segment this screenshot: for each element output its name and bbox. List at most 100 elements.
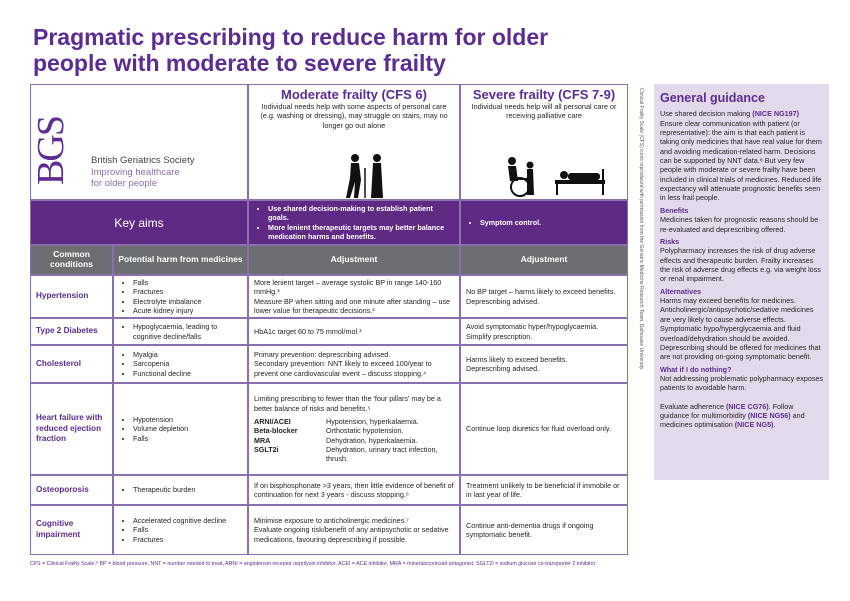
harm: Volume depletion xyxy=(133,424,242,433)
harm-list: MyalgiaSarcopeniaFunctional decline xyxy=(119,350,242,378)
side-note: Clinical Frailty Scale (CFS) icons repro… xyxy=(638,88,644,371)
harm: Myalgia xyxy=(133,350,242,359)
guidance-text: and medicines optimisation xyxy=(660,411,805,430)
severe-adjustment: Simplify prescription. xyxy=(466,331,533,341)
guidance-section-text: Medicines taken for prognostic reasons s… xyxy=(660,215,819,234)
moderate-adjustment-cell: HbA1c target 60 to 75 mmol/mol.³ xyxy=(248,318,460,345)
condition-cell: Type 2 Diabetes xyxy=(30,318,113,345)
moderate-adjustment: Primary prevention: deprescribing advise… xyxy=(254,349,391,359)
severe-adjustment: Avoid symptomatic hyper/hypoglycaemia. xyxy=(466,322,599,332)
condition: Osteoporosis xyxy=(36,484,89,494)
moderate-header: Moderate frailty (CFS 6) Individual needs… xyxy=(248,84,460,200)
column-header: Adjustment xyxy=(460,245,628,275)
drug-name: ARNI/ACEI xyxy=(254,416,291,426)
condition-cell: Heart failure with reduced ejection frac… xyxy=(30,383,113,475)
guidance-section-text: Polypharmacy increases the risk of drug … xyxy=(660,246,821,284)
frailty-description: Individual needs help will all personal … xyxy=(471,102,617,121)
harm: Hypotension xyxy=(133,415,242,424)
harm: Falls xyxy=(133,434,242,443)
guidance-text: . xyxy=(773,420,776,430)
drug-effect: Orthostatic hypotension. xyxy=(326,426,404,436)
harm-list: Hypoglycaemia, leading to cognitive decl… xyxy=(119,322,242,341)
drug-row: SGLT2i Dehydration, urinary tract infecti… xyxy=(254,445,454,464)
key-aim: Symptom control. xyxy=(480,218,622,227)
key-aim: More lenient therapeutic targets may bet… xyxy=(268,223,454,242)
harm: Acute kidney injury xyxy=(133,306,242,315)
harm: Therapeutic burden xyxy=(133,485,242,494)
harm-cell: HypotensionVolume depletionFalls xyxy=(113,383,248,475)
condition-cell: Osteoporosis xyxy=(30,475,113,505)
drug-effect: Hypotension, hyperkalaemia. xyxy=(326,416,419,426)
harm: Electrolyte imbalance xyxy=(133,297,242,306)
severe-adjustment: No BP target – harms likely to exceed be… xyxy=(466,287,616,297)
guidance-subheading: Alternatives xyxy=(660,286,702,296)
guidance-reference: (NICE NG197) xyxy=(752,109,800,119)
condition: Type 2 Diabetes xyxy=(36,326,98,336)
frailty-description: Individual needs help with some aspects … xyxy=(260,102,448,130)
guidance-text: . Follow guidance for multimorbidity xyxy=(660,401,794,421)
severe-adjustment: Deprescribing advised. xyxy=(466,364,540,373)
harm-list: Accelerated cognitive declineFallsFractu… xyxy=(119,516,242,544)
drug-effect: Dehydration, urinary tract infection, th… xyxy=(326,445,438,464)
logo-cell: BGS British Geriatrics Society Improving h… xyxy=(30,84,248,200)
logo-tagline: for older people xyxy=(91,178,158,189)
severe-adjustment: Continue loop diuretics for fluid overlo… xyxy=(466,424,611,434)
guidance-reference: (NICE NG5) xyxy=(734,420,774,430)
condition: Cholesterol xyxy=(36,358,82,368)
guidance-reference: (NICE NG56) xyxy=(747,411,791,421)
column-header: Adjustment xyxy=(248,245,460,275)
severe-adjustment: Harms likely to exceed benefits. xyxy=(466,354,568,364)
harm-cell: MyalgiaSarcopeniaFunctional decline xyxy=(113,345,248,383)
column-header: Common conditions xyxy=(30,245,113,275)
moderate-adjustment-cell: Limiting prescribing to fewer than the '… xyxy=(248,383,460,475)
condition: Hypertension xyxy=(36,291,89,301)
drug-effect: Dehydration, hyperkalaemia. xyxy=(326,435,418,445)
severe-adjustment-cell: Continue loop diuretics for fluid overlo… xyxy=(460,383,628,475)
severe-adjustment: Continue anti-dementia drugs if ongoing … xyxy=(466,520,594,539)
title-line: people with moderate to severe frailty xyxy=(33,50,446,76)
harm-cell: Accelerated cognitive declineFallsFractu… xyxy=(113,505,248,555)
drug-name: Beta-blocker xyxy=(254,426,298,436)
moderate-adjustment: Limiting prescribing to fewer than the '… xyxy=(254,394,441,413)
moderate-adjustment: Minimise exposure to anticholinergic med… xyxy=(254,515,409,525)
moderate-adjustment-cell: Primary prevention: deprescribing advise… xyxy=(248,345,460,383)
harm: Accelerated cognitive decline xyxy=(133,516,242,525)
harm: Fractures xyxy=(133,287,242,296)
key-aims-severe: Symptom control. xyxy=(460,200,628,245)
harm: Sarcopenia xyxy=(133,359,242,368)
guidance-panel: General guidance Use shared decision maki… xyxy=(654,84,829,480)
guidance-paragraph: Evaluate adherence (NICE CG76). Follow g… xyxy=(660,402,823,430)
harm: Hypoglycaemia, leading to cognitive decl… xyxy=(133,322,242,341)
footnote: CFS = Clinical Frailty Scale,⁹ BP = bloo… xyxy=(30,561,596,567)
moderate-adjustment: Secondary prevention: NNT likely to exce… xyxy=(254,359,432,378)
harm-cell: Therapeutic burden xyxy=(113,475,248,505)
key-aim: Use shared decision-making to establish … xyxy=(268,204,454,223)
guidance-subheading: What if I do nothing? xyxy=(660,364,732,374)
frailty-title: Moderate frailty (CFS 6) xyxy=(281,87,427,102)
condition-cell: Cognitive impairment xyxy=(30,505,113,555)
guidance-text: Use shared decision making xyxy=(660,109,753,119)
frailty-title: Severe frailty (CFS 7-9) xyxy=(472,87,616,102)
harm-cell: Hypoglycaemia, leading to cognitive decl… xyxy=(113,318,248,345)
condition: Cognitive impairment xyxy=(36,519,81,539)
harm-list: HypotensionVolume depletionFalls xyxy=(119,415,242,443)
condition: Heart failure with reduced ejection frac… xyxy=(36,413,103,444)
title-line: Pragmatic prescribing to reduce harm for… xyxy=(33,24,549,50)
moderate-adjustment-cell: If on bisphosphonate >3 years, then litt… xyxy=(248,475,460,505)
guidance-text: Ensure clear communication with patient … xyxy=(660,118,822,203)
moderate-adjustment: Evaluate ongoing risk/benefit of any ant… xyxy=(254,525,449,544)
guidance-heading: General guidance xyxy=(660,91,765,105)
drug-name: MRA xyxy=(254,435,271,445)
guidance-section-text: Harms may exceed benefits for medicines.… xyxy=(660,296,821,362)
guidance-section-text: Not addressing problematic polypharmacy … xyxy=(660,373,823,393)
severe-header: Severe frailty (CFS 7-9) Individual needs… xyxy=(460,84,628,200)
key-aims-list: Use shared decision-making to establish … xyxy=(254,204,454,241)
moderate-frailty-icon xyxy=(346,154,383,198)
severe-adjustment-cell: Treatment unlikely to be beneficial if i… xyxy=(460,475,628,505)
drug-row: MRA Dehydration, hyperkalaemia. xyxy=(254,436,454,445)
moderate-adjustment: Measure BP when sitting and one minute a… xyxy=(254,296,451,315)
moderate-adjustment: HbA1c target 60 to 75 mmol/mol.³ xyxy=(254,326,362,336)
severe-adjustment-cell: No BP target – harms likely to exceed be… xyxy=(460,275,628,318)
severe-adjustment: Deprescribing advised. xyxy=(466,296,540,306)
harm: Falls xyxy=(133,278,242,287)
